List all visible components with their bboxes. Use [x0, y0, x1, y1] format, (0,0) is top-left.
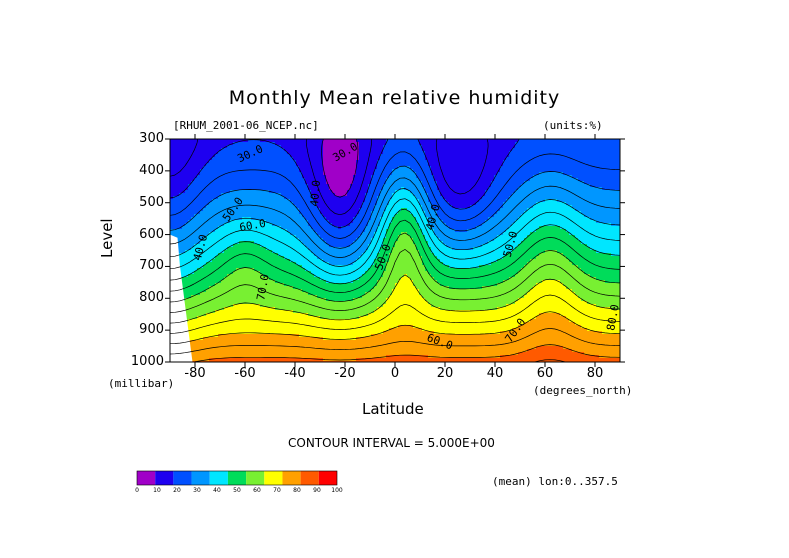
contour-line-50 [170, 208, 620, 285]
x-tick-label: -20 [334, 366, 356, 381]
contour-line-35 [170, 177, 620, 258]
colorbar-label: 40 [213, 487, 221, 494]
contour-label: 40.0 [308, 179, 323, 207]
contour-line-55 [170, 219, 620, 293]
colorbar-swatch [155, 471, 174, 485]
axis-ticks [165, 134, 625, 367]
y-tick-label: 300 [139, 131, 164, 146]
contour-line-45 [170, 198, 620, 276]
colorbar-swatch [191, 471, 210, 485]
y-tick-label: 800 [139, 290, 164, 306]
mean-lon-label: (mean) lon:0..357.5 [492, 475, 618, 488]
colorbar-label: 60 [253, 487, 261, 494]
contour-label: 70.0 [254, 273, 271, 301]
x-axis-title: Latitude [362, 400, 424, 418]
x-tick-label: 0 [390, 366, 400, 381]
contour-lines [170, 139, 620, 362]
y-tick-label: 900 [139, 322, 164, 338]
humidity-field [170, 139, 620, 362]
contour-line-75 [170, 294, 620, 334]
colorbar-frame [136, 470, 338, 486]
y-tick-label: 500 [139, 194, 164, 210]
x-tick-label: -60 [234, 366, 256, 381]
colorbar-label: 50 [233, 487, 241, 494]
colorbar-label: 10 [153, 487, 161, 494]
contour-line-40 [170, 188, 620, 267]
colorbar-label: 100 [331, 487, 343, 494]
colorbar-swatch [282, 471, 301, 485]
contour-label: 80.0 [604, 303, 621, 331]
units-label: (units:%) [543, 119, 603, 132]
contour-label: 60.0 [238, 217, 266, 234]
file-label: [RHUM_2001-06_NCEP.nc] [173, 119, 319, 132]
colorbar-swatch [300, 471, 319, 485]
colorbar-label: 20 [173, 487, 181, 494]
colorbar-swatch [137, 471, 156, 485]
contour-line-25 [170, 151, 620, 239]
colorbar-swatch [246, 471, 265, 485]
colorbar-label: 70 [273, 487, 281, 494]
contour-line-30 [170, 165, 620, 249]
colorbar-swatch [264, 471, 283, 485]
contour-interval-label: CONTOUR INTERVAL = 5.000E+00 [288, 436, 495, 450]
y-tick-label: 1000 [130, 354, 164, 369]
terrain-mask [170, 234, 193, 362]
y-axis-title: Level [98, 218, 116, 258]
x-tick-label: -80 [184, 366, 206, 381]
y-units-label: (millibar) [108, 377, 175, 390]
x-tick-label: 20 [436, 366, 454, 381]
chart-title: Monthly Mean relative humidity [228, 87, 561, 109]
colorbar-label: 30 [193, 487, 201, 494]
colorbar-swatch [227, 471, 247, 485]
contour-line-10 [321, 139, 359, 198]
contour-line-80 [170, 311, 620, 345]
x-units-label: (degrees_north) [533, 384, 633, 397]
x-tick-label: 40 [486, 366, 504, 381]
y-tick-label: 400 [139, 162, 164, 178]
x-tick-label: -40 [284, 366, 306, 381]
contour-line-15 [170, 139, 489, 216]
colorbar-swatch [318, 471, 337, 485]
colorbar-label: 0 [135, 487, 139, 494]
x-tick-label: 60 [536, 366, 554, 381]
colorbar-label: 90 [313, 487, 321, 494]
colorbar-swatch [173, 471, 192, 485]
contour-line-20 [170, 139, 520, 228]
colorbar-label: 80 [293, 487, 301, 494]
colorbar-swatch [209, 471, 228, 485]
contour-line-65 [170, 249, 620, 313]
y-tick-label: 600 [139, 226, 164, 242]
colorbar [136, 470, 338, 486]
contour-line-60 [170, 232, 620, 303]
contour-line-85 [170, 328, 620, 355]
y-tick-label: 700 [139, 258, 164, 274]
contour-line-70 [170, 274, 620, 324]
x-tick-label: 80 [586, 366, 604, 381]
